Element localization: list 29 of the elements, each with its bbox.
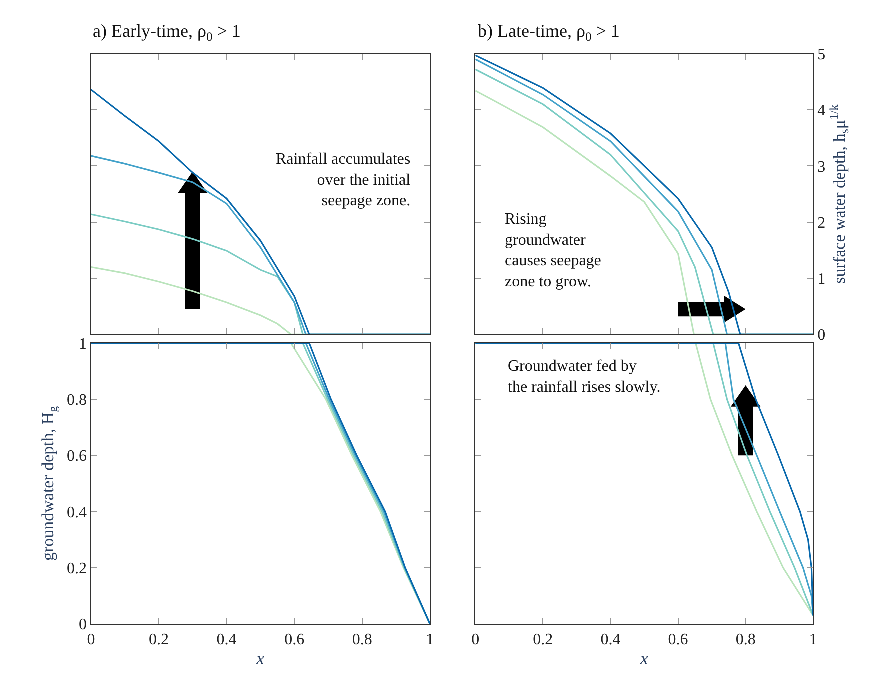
y-tick-label: 0.2 bbox=[67, 560, 88, 578]
y-tick-label: 4 bbox=[818, 102, 826, 120]
y-tick-label: 5 bbox=[818, 46, 826, 64]
x-axis-title: x bbox=[640, 648, 648, 668]
x-tick-label: 0.4 bbox=[216, 631, 237, 648]
annotation: Groundwater fed by the rainfall rises slowly. bbox=[508, 358, 661, 396]
x-axis-title: x bbox=[256, 648, 265, 668]
chart-title: b) Late-time, ρ$_{0}$ > 1 bbox=[478, 21, 620, 44]
x-tick-label: 0 bbox=[472, 631, 480, 648]
y-tick-label: 0.8 bbox=[67, 392, 88, 410]
x-tick-label: 1 bbox=[426, 631, 434, 648]
x-tick-label: 0.2 bbox=[149, 631, 170, 648]
x-tick-label: 0.8 bbox=[736, 631, 756, 648]
x-tick-label: 0.4 bbox=[600, 631, 621, 648]
x-tick-label: 0.2 bbox=[533, 631, 554, 648]
y-tick-label: 1 bbox=[818, 271, 826, 288]
annotation: Rainfall accumulates over the initial seepage zone. bbox=[276, 151, 412, 210]
annotation: Rising groundwater causes seepage zone to grow. bbox=[505, 211, 602, 290]
x-tick-label: 0.6 bbox=[284, 631, 305, 648]
y-tick-label: 0.6 bbox=[67, 448, 88, 466]
x-tick-label: 0.6 bbox=[668, 631, 688, 648]
y-tick-label: 0 bbox=[79, 616, 88, 634]
y-tick-label: 0.4 bbox=[67, 504, 88, 522]
y-tick-label: 1 bbox=[79, 336, 88, 353]
chart-title: a) Early-time, ρ$_{0}$ > 1 bbox=[93, 21, 241, 44]
y-tick-label: 3 bbox=[818, 158, 826, 176]
x-tick-label: 0.8 bbox=[352, 631, 372, 648]
y-tick-label: 2 bbox=[818, 214, 826, 232]
y-tick-label: 0 bbox=[818, 327, 826, 344]
